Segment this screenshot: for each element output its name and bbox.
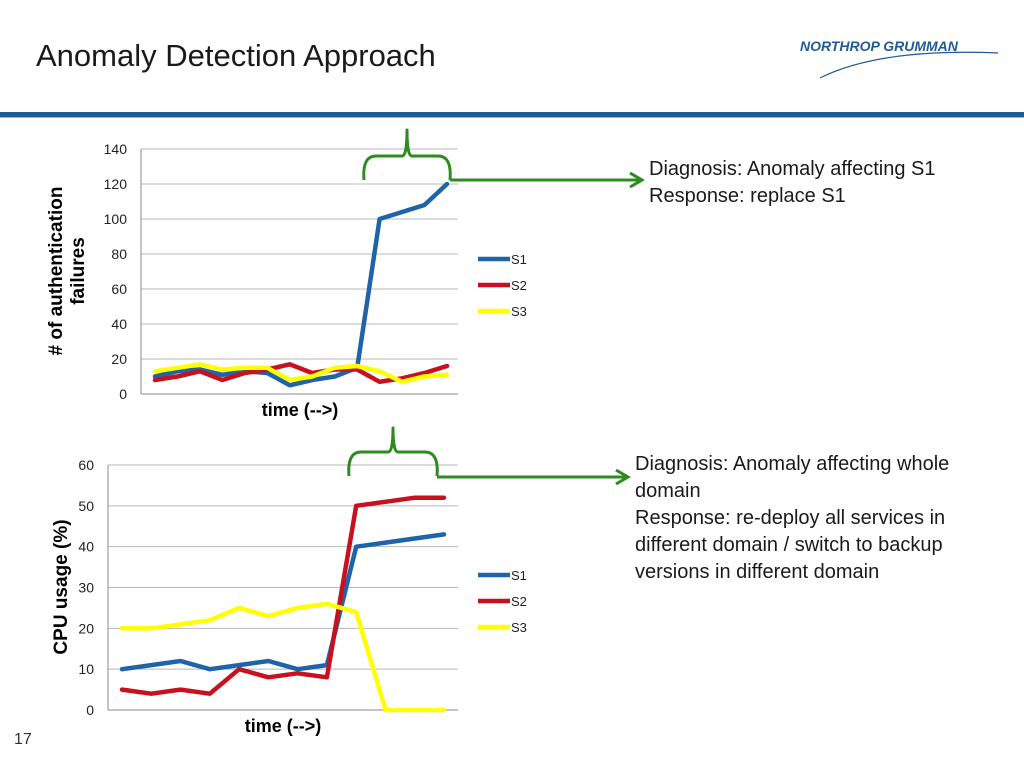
y-tick-label: 40 [78, 539, 94, 555]
series-line-s1 [119, 532, 447, 672]
note-line: Response: re-deploy all services in diff… [635, 507, 946, 583]
note-line: Response: replace S1 [649, 185, 846, 207]
x-axis-title: time (-->) [262, 400, 339, 420]
arrow-head [629, 171, 645, 189]
slide-title: Anomaly Detection Approach [36, 38, 436, 73]
header-rule [0, 112, 1024, 117]
series-line-s3 [119, 601, 447, 713]
legend-label: S1 [511, 568, 527, 583]
series-line-s3 [152, 362, 450, 385]
y-tick-label: 60 [78, 457, 94, 473]
series-line-s2 [119, 495, 447, 696]
note-line: Diagnosis: Anomaly affecting whole domai… [635, 453, 950, 502]
diagnosis-note-1: Diagnosis: Anomaly affecting S1 Response… [649, 156, 1009, 210]
arrow-head [615, 468, 631, 486]
legend-label: S3 [511, 620, 527, 635]
x-axis-title: time (-->) [245, 716, 322, 736]
northrop-grumman-logo: NORTHROP GRUMMAN [800, 38, 999, 79]
y-tick-label: 40 [111, 316, 127, 332]
y-tick-label: 0 [119, 386, 127, 402]
series-line-s1 [152, 181, 450, 388]
legend-label: S1 [511, 252, 527, 267]
y-tick-label: 20 [78, 620, 94, 636]
y-tick-label: 0 [86, 702, 94, 718]
legend-label: S2 [511, 278, 527, 293]
y-tick-label: 50 [78, 498, 94, 514]
bracket [362, 128, 452, 181]
y-tick-label: 120 [104, 176, 128, 192]
bracket [347, 426, 439, 477]
y-tick-label: 80 [111, 246, 127, 262]
legend-label: S2 [511, 594, 527, 609]
y-tick-label: 20 [111, 351, 127, 367]
y-axis-title: # of authenticationfailures [46, 187, 89, 356]
note-line: Diagnosis: Anomaly affecting S1 [649, 158, 936, 180]
y-tick-label: 60 [111, 281, 127, 297]
y-axis-title: CPU usage (%) [51, 519, 72, 654]
y-tick-label: 140 [104, 141, 128, 157]
header-rule-thin [0, 117, 1024, 118]
diagnosis-note-2: Diagnosis: Anomaly affecting whole domai… [635, 451, 1015, 586]
slide-number: 17 [14, 731, 32, 748]
legend-label: S3 [511, 304, 527, 319]
svg-text:NORTHROP GRUMMAN: NORTHROP GRUMMAN [800, 38, 959, 54]
y-tick-label: 10 [78, 661, 94, 677]
y-tick-label: 100 [104, 211, 128, 227]
y-tick-label: 30 [78, 580, 94, 596]
